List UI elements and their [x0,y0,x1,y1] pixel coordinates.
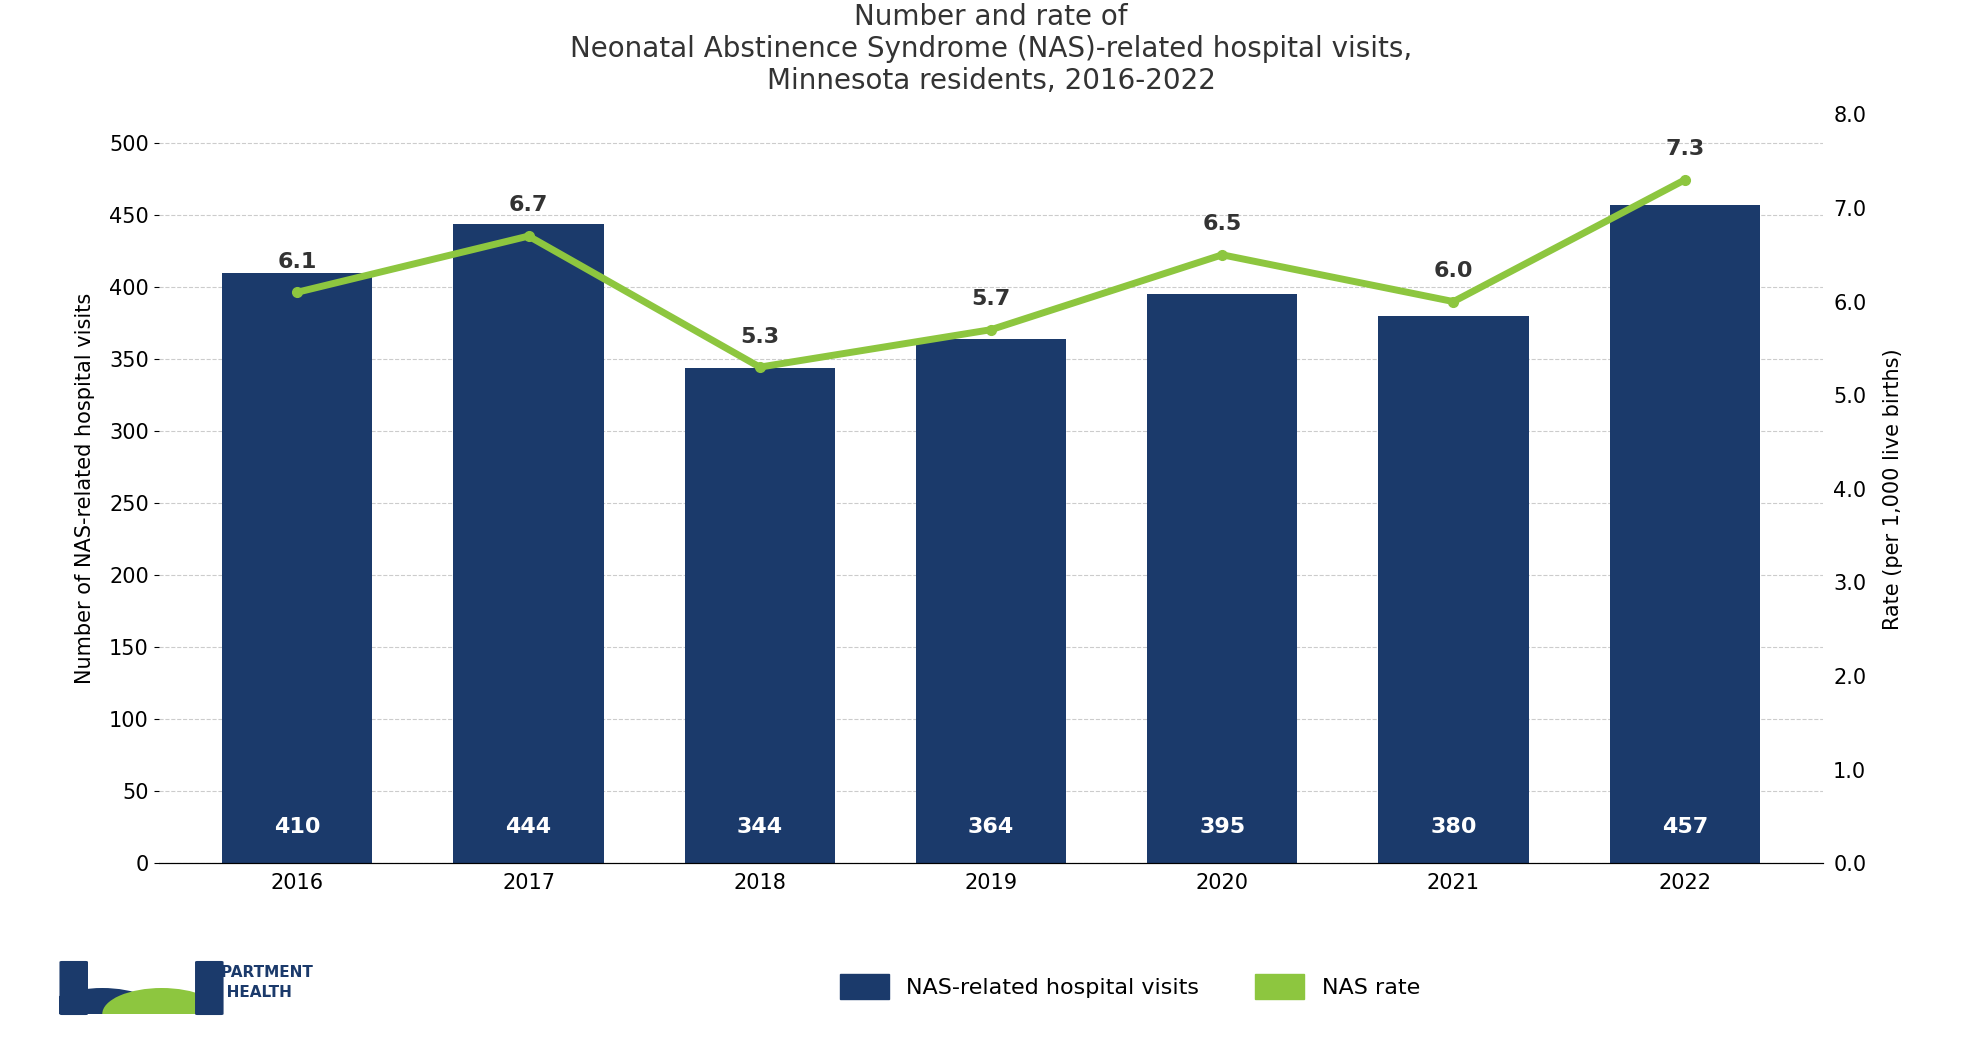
Bar [916,339,1066,863]
Bar [222,272,373,863]
Text: 5.7: 5.7 [971,289,1011,309]
Y-axis label: Number of NAS-related hospital visits: Number of NAS-related hospital visits [75,293,95,684]
FancyBboxPatch shape [59,961,87,1015]
Bar [684,368,834,863]
Text: 6.1: 6.1 [277,252,317,271]
Text: 344: 344 [737,817,783,837]
Text: 410: 410 [274,817,321,837]
Text: 6.5: 6.5 [1203,214,1243,234]
Text: 6.7: 6.7 [509,196,549,215]
Text: 5.3: 5.3 [739,327,779,346]
Y-axis label: Rate (per 1,000 live births): Rate (per 1,000 live births) [1883,348,1903,629]
Text: 364: 364 [967,817,1015,837]
Bar [1148,294,1298,863]
Text: 7.3: 7.3 [1665,139,1705,159]
Bar [1609,205,1760,863]
Wedge shape [44,988,163,1014]
Text: 444: 444 [505,817,551,837]
Text: 457: 457 [1661,817,1708,837]
Text: 380: 380 [1431,817,1477,837]
Legend: NAS-related hospital visits, NAS rate: NAS-related hospital visits, NAS rate [830,965,1429,1008]
Bar [454,224,605,863]
Bar [1377,316,1528,863]
Text: DEPARTMENT
OF HEALTH: DEPARTMENT OF HEALTH [198,965,313,1000]
Title: Number and rate of
Neonatal Abstinence Syndrome (NAS)-related hospital visits,
M: Number and rate of Neonatal Abstinence S… [571,3,1411,96]
FancyBboxPatch shape [194,961,224,1015]
Text: 6.0: 6.0 [1433,261,1473,281]
Wedge shape [103,988,222,1014]
Text: 395: 395 [1199,817,1245,837]
